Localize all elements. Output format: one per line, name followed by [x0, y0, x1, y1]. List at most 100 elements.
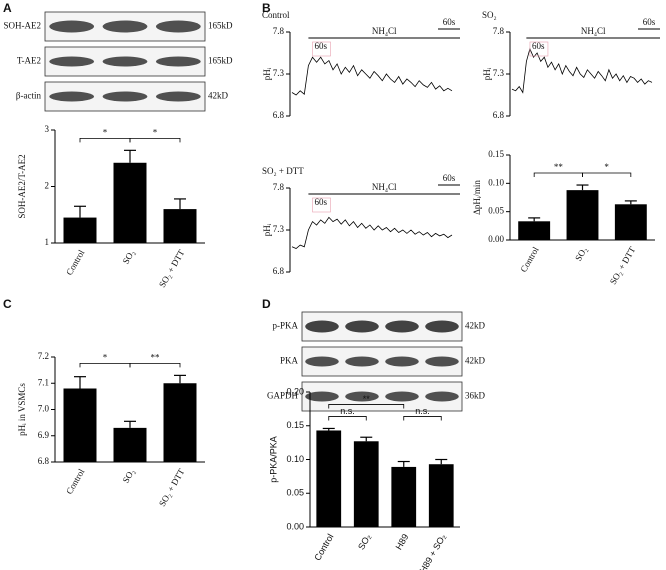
- significance-bracket: [328, 404, 405, 409]
- bar: [391, 466, 417, 527]
- blot-band: [425, 320, 459, 333]
- blot-band: [49, 56, 95, 67]
- significance-label: **: [554, 162, 564, 172]
- y-tick-label: 7.3: [273, 68, 285, 78]
- x-tick-label: H89: [394, 532, 411, 551]
- blot-band: [385, 356, 419, 367]
- x-tick-label: Control: [312, 532, 335, 562]
- significance-bracket: [129, 137, 181, 143]
- bar: [316, 430, 342, 527]
- y-tick-label: 2: [45, 181, 50, 191]
- peak-window: [312, 41, 331, 57]
- x-tick-label: Control: [518, 245, 541, 274]
- blot-band: [305, 391, 339, 402]
- y-tick-label: 6.8: [493, 110, 505, 120]
- scale-bar-label: 60s: [643, 17, 656, 27]
- x-tick-label: SO₂: [356, 532, 373, 552]
- significance-bracket: [129, 362, 181, 368]
- significance-bracket: [328, 416, 367, 421]
- bar: [113, 162, 147, 243]
- y-axis-label: pHᵢ: [262, 67, 272, 80]
- panel-letter: C: [3, 297, 12, 311]
- significance-bracket: [403, 416, 442, 421]
- y-tick-label: 6.9: [38, 430, 50, 440]
- bar: [518, 221, 551, 240]
- y-tick-label: 0.15: [488, 149, 504, 159]
- stimulus-label: NH₄Cl: [581, 26, 606, 36]
- peak-label: 60s: [315, 41, 328, 51]
- y-axis-label: p-PKA/PKA: [268, 436, 278, 483]
- y-axis-label: pHᵢ: [482, 67, 492, 80]
- y-tick-label: 1: [45, 237, 50, 247]
- y-tick-label: 7.0: [38, 404, 50, 414]
- blot-band: [49, 91, 95, 102]
- blot-label: SOH-AE2: [4, 21, 42, 31]
- x-tick-label: SO₂: [121, 467, 137, 485]
- y-tick-label: 0.00: [488, 234, 504, 244]
- x-tick-label: SO₂ + DTT: [157, 467, 187, 509]
- bar: [163, 383, 197, 462]
- scale-bar-label: 60s: [443, 173, 456, 183]
- x-tick-label: SO₂ + DTT: [157, 248, 187, 290]
- panel-letter: A: [3, 1, 12, 15]
- blot-band: [155, 91, 201, 102]
- blot-label: p-PKA: [272, 321, 298, 331]
- y-tick-label: 0.10: [286, 454, 304, 464]
- blot-band: [345, 391, 379, 402]
- significance-bracket: [79, 137, 131, 143]
- y-tick-label: 7.8: [493, 26, 505, 36]
- blot-band: [155, 20, 201, 33]
- blot-band: [155, 56, 201, 67]
- blot-band: [345, 356, 379, 367]
- bar: [614, 204, 647, 240]
- trace-title: SO₂ + DTT: [262, 166, 304, 176]
- significance-label: *: [103, 127, 108, 137]
- blot-band: [425, 391, 459, 402]
- panel-letter: D: [262, 297, 271, 311]
- y-tick-label: 0.05: [488, 206, 504, 216]
- bar: [63, 388, 97, 462]
- significance-bracket: [79, 362, 131, 368]
- y-tick-label: 0.00: [286, 521, 304, 531]
- significance-label: n.s.: [415, 406, 430, 416]
- blot-band: [102, 91, 148, 102]
- blot-band: [385, 320, 419, 333]
- y-tick-label: 7.2: [38, 351, 49, 361]
- significance-bracket: [533, 172, 583, 178]
- blot-label: T-AE2: [17, 56, 41, 66]
- significance-label: n.s.: [340, 406, 355, 416]
- x-tick-label: H89 + SO₂: [418, 532, 449, 570]
- ph-trace: [511, 47, 653, 94]
- y-tick-label: 0.15: [286, 420, 304, 430]
- peak-window: [312, 197, 331, 213]
- significance-label: **: [363, 394, 371, 404]
- significance-label: *: [103, 352, 108, 362]
- y-tick-label: 7.3: [493, 68, 505, 78]
- blot-band: [425, 356, 459, 367]
- blot-band: [305, 320, 339, 333]
- blot-size: 42kD: [465, 356, 486, 366]
- x-tick-label: Control: [64, 248, 87, 277]
- bar: [163, 209, 197, 243]
- blot-size: 165kD: [208, 21, 233, 31]
- ph-trace: [291, 216, 453, 249]
- blot-label: GAPDH: [267, 391, 299, 401]
- y-tick-label: 7.8: [273, 182, 285, 192]
- x-tick-label: Control: [64, 467, 87, 496]
- y-tick-label: 7.1: [38, 377, 49, 387]
- y-tick-label: 0.20: [286, 386, 304, 396]
- significance-label: *: [604, 162, 609, 172]
- blot-band: [305, 356, 339, 367]
- x-tick-label: SO₂: [573, 245, 589, 263]
- y-tick-label: 7.3: [273, 224, 285, 234]
- blot-size: 42kD: [465, 321, 486, 331]
- trace-title: SO₂: [482, 10, 497, 20]
- y-axis-label: pHᵢ in VSMCs: [17, 383, 27, 436]
- y-axis-label: ΔpHᵢ/min: [472, 180, 482, 215]
- panel-letter: B: [262, 1, 271, 15]
- significance-label: **: [151, 352, 161, 362]
- blot-band: [102, 20, 148, 33]
- x-tick-label: SO₂: [121, 248, 137, 266]
- peak-label: 60s: [532, 41, 545, 51]
